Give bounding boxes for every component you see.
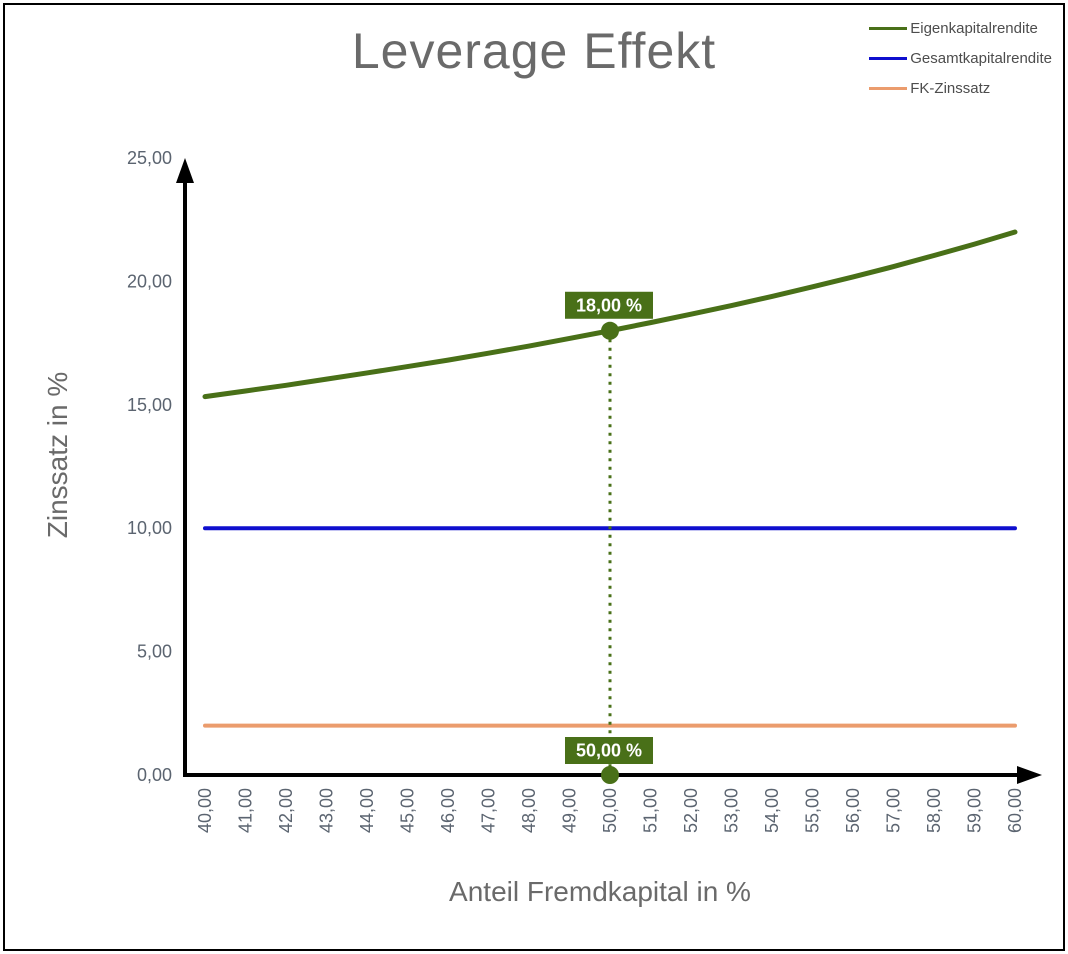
x-tick-label: 50,00: [600, 788, 620, 833]
chart-title: Leverage Effekt: [351, 23, 717, 79]
legend-label-gesamtkapitalrendite: Gesamtkapitalrendite: [910, 50, 1052, 67]
point-value-badge-text: 18,00 %: [576, 295, 642, 315]
legend-item-fk-zinssatz: FK-Zinssatz: [869, 80, 1052, 97]
y-tick-label: 25,00: [127, 148, 172, 168]
legend-label-fk-zinssatz: FK-Zinssatz: [910, 80, 991, 97]
x-axis-title: Anteil Fremdkapital in %: [449, 876, 751, 907]
legend-item-eigenkapitalrendite: Eigenkapitalrendite: [869, 20, 1052, 37]
x-tick-label: 46,00: [438, 788, 458, 833]
legend: Eigenkapitalrendite Gesamtkapitalrendite…: [869, 20, 1052, 97]
y-tick-label: 10,00: [127, 518, 172, 538]
x-tick-label: 48,00: [519, 788, 539, 833]
x-tick-label: 52,00: [681, 788, 701, 833]
x-tick-label: 55,00: [803, 788, 823, 833]
axis-value-badge-text: 50,00 %: [576, 741, 642, 761]
x-tick-label: 43,00: [317, 788, 337, 833]
x-tick-label: 47,00: [479, 788, 499, 833]
legend-item-gesamtkapitalrendite: Gesamtkapitalrendite: [869, 50, 1052, 67]
annotation-point-marker: [601, 321, 619, 340]
annotation-axis-marker: [601, 766, 619, 784]
legend-swatch-gesamtkapitalrendite: [869, 57, 908, 60]
point-value-badge: [565, 291, 653, 319]
x-tick-label: 45,00: [398, 788, 418, 833]
x-tick-label: 53,00: [722, 788, 742, 833]
x-tick-label: 51,00: [641, 788, 661, 833]
x-tick-label: 42,00: [276, 788, 296, 833]
axis-value-badge: [565, 737, 653, 764]
x-tick-label: 40,00: [195, 788, 215, 833]
x-tick-label: 58,00: [924, 788, 944, 833]
x-tick-label: 49,00: [560, 788, 580, 833]
x-tick-label: 57,00: [884, 788, 904, 833]
x-tick-label: 41,00: [236, 788, 256, 833]
y-tick-label: 5,00: [137, 642, 172, 662]
legend-swatch-fk-zinssatz: [869, 87, 908, 90]
x-tick-label: 44,00: [357, 788, 377, 833]
x-tick-label: 54,00: [762, 788, 782, 833]
legend-label-eigenkapitalrendite: Eigenkapitalrendite: [910, 20, 1038, 37]
x-axis-arrow-icon: [1017, 766, 1042, 784]
x-tick-label: 60,00: [1005, 788, 1025, 833]
y-axis-arrow-icon: [176, 158, 194, 183]
x-tick-label: 59,00: [965, 788, 985, 833]
x-tick-label: 56,00: [843, 788, 863, 833]
y-tick-label: 20,00: [127, 271, 172, 291]
y-tick-label: 15,00: [127, 395, 172, 415]
legend-swatch-eigenkapitalrendite: [869, 27, 908, 30]
y-axis-title: Zinssatz in %: [42, 371, 73, 539]
y-tick-label: 0,00: [137, 765, 172, 785]
